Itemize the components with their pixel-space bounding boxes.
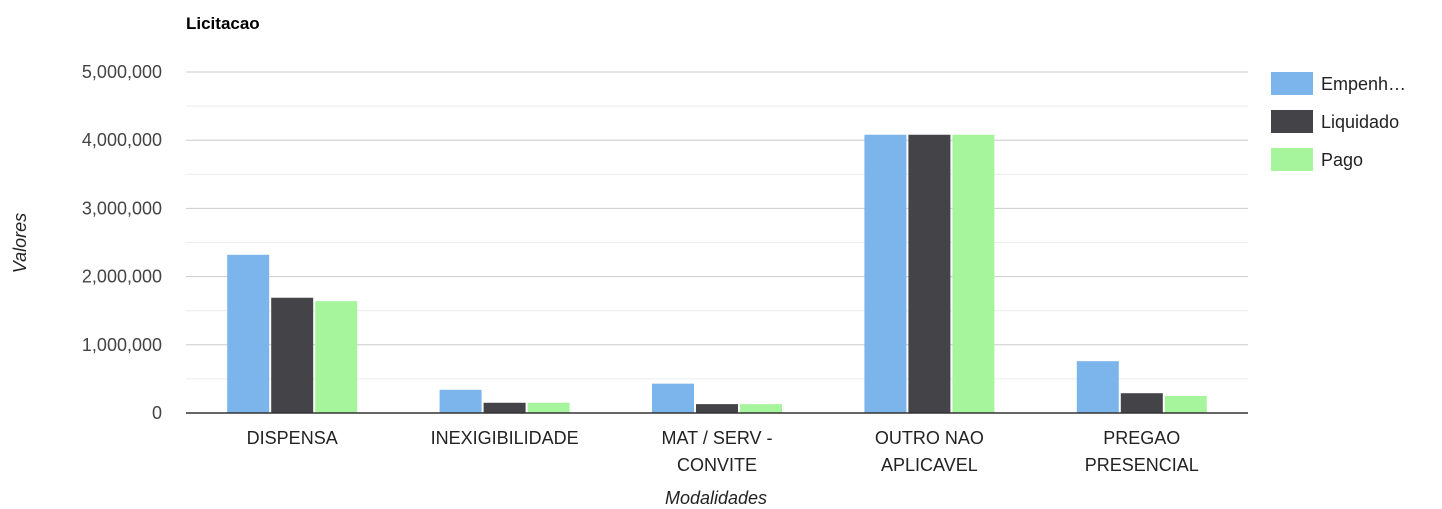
bar [483,402,526,413]
x-category-label: INEXIGIBILIDADE [431,428,579,448]
x-category-label: MAT / SERV - [661,428,772,448]
bar [1076,361,1119,413]
x-axis-categories: DISPENSA INEXIGIBILIDADE MAT / SERV - CONVI… [247,428,1199,475]
legend-swatch [1271,72,1313,95]
chart-title: Licitacao [186,14,260,33]
bar [227,254,270,413]
y-axis-ticks: 0 1,000,000 2,000,000 3,000,000 4,000,000 5,0… [82,62,162,423]
bars [227,134,1207,413]
x-category-label: PREGAO [1103,428,1180,448]
x-category-label: DISPENSA [247,428,338,448]
y-tick-label: 1,000,000 [82,335,162,355]
x-category-label: OUTRO NAO [875,428,984,448]
gridlines [186,71,1248,380]
bar [740,404,782,413]
bar [652,383,694,413]
legend-label: Liquidado [1321,112,1399,132]
bar [864,134,907,413]
legend: Empenh… Liquidado Pago [1271,72,1406,171]
y-tick-label: 0 [152,403,162,423]
bar [696,404,738,413]
y-tick-label: 2,000,000 [82,267,162,287]
legend-label: Pago [1321,150,1363,170]
x-category-label: CONVITE [677,455,757,475]
x-category-label: PRESENCIAL [1085,455,1199,475]
legend-label: Empenh… [1321,74,1406,94]
legend-swatch [1271,110,1313,133]
x-category-label: APLICAVEL [881,455,978,475]
bar [1164,395,1207,413]
bar [439,389,482,413]
bar [908,134,951,413]
bar [952,134,995,413]
y-axis-title: Valores [10,213,30,273]
bar [315,301,358,413]
y-tick-label: 5,000,000 [82,62,162,82]
bar [1120,393,1163,413]
legend-swatch [1271,148,1313,171]
bar [271,297,314,413]
y-tick-label: 3,000,000 [82,198,162,218]
bar [527,402,570,413]
x-axis-title: Modalidades [665,488,767,508]
y-tick-label: 4,000,000 [82,130,162,150]
